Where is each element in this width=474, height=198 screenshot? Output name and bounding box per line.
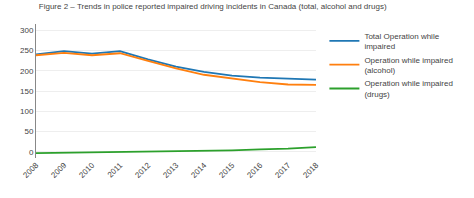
svg-text:Operation while impaired(alcoh: Operation while impaired(alcohol) (364, 56, 453, 75)
svg-text:250: 250 (20, 46, 34, 55)
svg-text:2012: 2012 (133, 160, 152, 179)
svg-text:0: 0 (29, 148, 34, 157)
svg-text:2018: 2018 (301, 160, 320, 179)
svg-text:2016: 2016 (245, 160, 264, 179)
svg-text:2011: 2011 (106, 160, 125, 179)
svg-text:2015: 2015 (217, 160, 236, 179)
svg-text:150: 150 (20, 87, 34, 96)
svg-text:300: 300 (20, 26, 34, 35)
svg-text:Operation while impaired(drugs: Operation while impaired(drugs) (364, 79, 453, 98)
svg-text:200: 200 (20, 67, 34, 76)
svg-text:2008: 2008 (21, 160, 40, 179)
svg-text:2013: 2013 (161, 160, 180, 179)
svg-text:100: 100 (20, 107, 34, 116)
svg-text:2010: 2010 (77, 160, 96, 179)
svg-text:2014: 2014 (189, 160, 208, 179)
svg-text:2017: 2017 (273, 160, 292, 179)
svg-text:50: 50 (24, 127, 33, 136)
svg-text:Figure 2 – Trends in police re: Figure 2 – Trends in police reported imp… (39, 2, 387, 11)
svg-text:Total Operation whileimpaired: Total Operation whileimpaired (364, 32, 439, 51)
svg-text:2009: 2009 (49, 160, 68, 179)
